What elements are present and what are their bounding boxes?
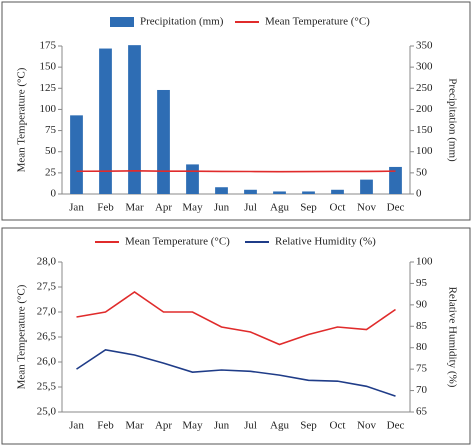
y2-tick-label: 90	[416, 298, 428, 310]
y2-tick-label: 95	[416, 277, 428, 289]
y2-tick-label: 75	[416, 363, 428, 375]
legend-label: Precipitation (mm)	[140, 16, 224, 28]
bar	[389, 166, 402, 194]
y-tick-label: 25,0	[37, 406, 57, 418]
line	[76, 170, 396, 173]
x-tick-label: Jun	[214, 202, 230, 214]
y-tick-label: 75	[45, 124, 57, 136]
legend-label: Relative Humidity (%)	[275, 236, 376, 248]
y-tick-label: 25	[45, 166, 57, 178]
y-axis-title: Mean Temperature (°C)	[16, 284, 28, 389]
y-tick-label: 27,5	[37, 281, 57, 293]
y2-tick-label: 250	[416, 82, 433, 94]
y2-tick-label: 65	[416, 406, 428, 418]
bar	[128, 45, 141, 195]
y2-tick-label: 100	[416, 256, 433, 268]
x-tick-label: Jan	[69, 420, 84, 432]
y2-tick-label: 0	[416, 188, 422, 200]
y-tick-label: 27,0	[37, 306, 57, 318]
legend-swatch	[110, 17, 134, 27]
x-tick-label: Oct	[330, 420, 346, 432]
y-tick-label: 175	[40, 40, 57, 52]
y2-tick-label: 350	[416, 40, 433, 52]
x-tick-label: Jun	[214, 420, 230, 432]
y2-tick-label: 100	[416, 145, 433, 157]
y-tick-label: 150	[40, 61, 57, 73]
x-tick-label: Jul	[244, 202, 257, 214]
bar	[186, 164, 199, 194]
x-tick-label: Apr	[155, 202, 172, 214]
y-tick-label: 25,5	[37, 381, 57, 393]
x-tick-label: Feb	[97, 202, 114, 214]
x-tick-label: Dec	[387, 420, 405, 432]
y-tick-label: 50	[45, 145, 57, 157]
y2-axis-title: Precipitation (mm)	[446, 78, 458, 162]
bar	[302, 191, 315, 194]
x-tick-label: Jan	[69, 202, 84, 214]
y2-tick-label: 200	[416, 103, 433, 115]
bar	[70, 115, 83, 194]
x-tick-label: Oct	[330, 202, 346, 214]
line	[76, 349, 396, 397]
y2-tick-label: 300	[416, 61, 433, 73]
y-tick-label: 26,5	[37, 331, 57, 343]
y2-tick-label: 85	[416, 320, 428, 332]
x-tick-label: Sep	[300, 202, 317, 214]
bar	[215, 187, 228, 194]
bar	[244, 189, 257, 194]
x-tick-label: Feb	[97, 420, 114, 432]
x-tick-label: Dec	[387, 202, 405, 214]
x-tick-label: Agu	[270, 420, 289, 432]
bar	[99, 48, 112, 195]
x-tick-label: May	[182, 202, 203, 214]
x-tick-label: Mar	[125, 202, 144, 214]
y-tick-label: 26,0	[37, 356, 57, 368]
y2-axis-title: Relative Humidity (%)	[446, 287, 458, 388]
y-tick-label: 125	[40, 82, 57, 94]
bar	[331, 189, 344, 194]
y2-tick-label: 70	[416, 384, 428, 396]
y2-tick-label: 80	[416, 341, 428, 353]
y-axis-title: Mean Temperature (°C)	[16, 67, 28, 172]
x-tick-label: Sep	[300, 420, 317, 432]
y-tick-label: 100	[40, 103, 57, 115]
x-tick-label: Jul	[244, 420, 257, 432]
y2-tick-label: 50	[416, 166, 428, 178]
y-tick-label: 0	[51, 188, 57, 200]
bar	[157, 89, 170, 194]
x-tick-label: Nov	[357, 202, 376, 214]
x-tick-label: Mar	[125, 420, 144, 432]
y-tick-label: 28,0	[37, 256, 57, 268]
line	[76, 291, 396, 346]
x-tick-label: May	[182, 420, 203, 432]
legend-label: Mean Temperature (°C)	[265, 16, 370, 28]
legend-label: Mean Temperature (°C)	[125, 236, 230, 248]
x-tick-label: Agu	[270, 202, 289, 214]
panel-border	[1, 227, 471, 445]
x-tick-label: Apr	[155, 420, 172, 432]
y2-tick-label: 150	[416, 124, 433, 136]
x-tick-label: Nov	[357, 420, 376, 432]
bar	[273, 191, 286, 194]
bar	[360, 179, 373, 194]
